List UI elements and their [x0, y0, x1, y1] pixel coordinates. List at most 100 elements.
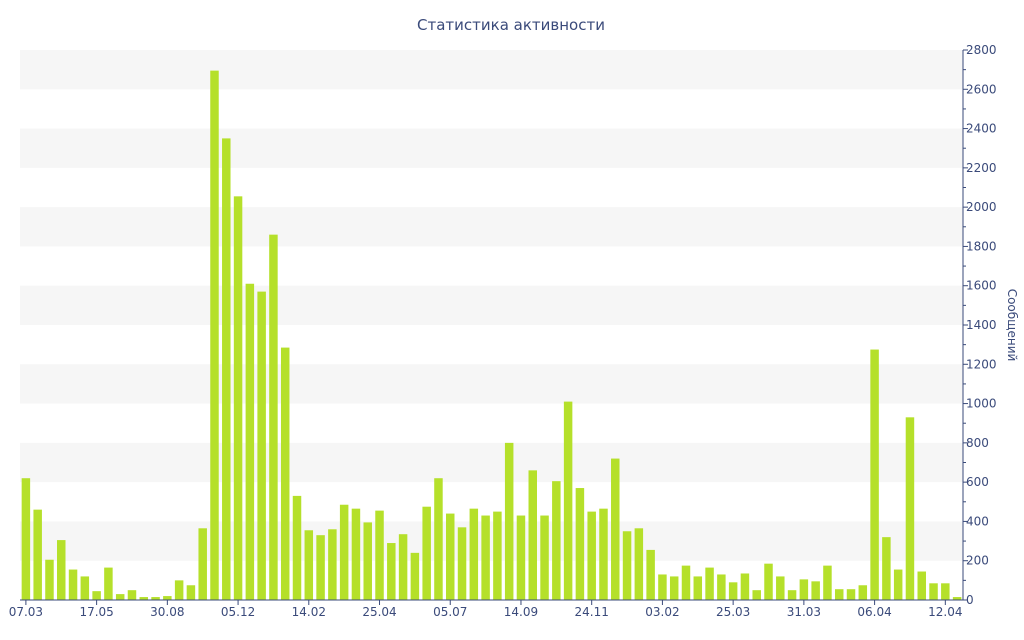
x-tick-label: 25.03 [716, 605, 750, 619]
bar [139, 597, 149, 600]
grid-band [20, 364, 963, 404]
bar [457, 527, 467, 600]
grid-bands [20, 50, 963, 561]
bar [846, 589, 856, 600]
bar [882, 537, 891, 600]
x-tick-label: 06.04 [857, 605, 891, 619]
x-tick-label: 17.05 [79, 605, 113, 619]
y-tick-label: 2400 [966, 122, 997, 136]
y-tick-label: 2200 [966, 161, 997, 175]
y-tick-label: 1400 [966, 318, 997, 332]
x-tick-label: 05.12 [221, 605, 255, 619]
bar [222, 138, 231, 600]
bar [398, 534, 408, 600]
bar [245, 283, 255, 600]
y-tick-label: 600 [966, 475, 989, 489]
bar [339, 504, 349, 600]
bar [728, 582, 738, 600]
bar [493, 511, 502, 600]
y-axis-label: Сообщений [1005, 289, 1019, 362]
bar [858, 585, 868, 600]
bar [316, 535, 325, 600]
bar [552, 481, 561, 600]
bar-series [21, 70, 962, 600]
y-tick-label: 1800 [966, 239, 997, 253]
x-tick-label: 14.09 [504, 605, 538, 619]
x-axis: 07.03 17.05 30.08 05.12 14.02 25.04 05.07 14.09… [9, 599, 963, 619]
bar [681, 565, 691, 600]
bar [646, 549, 655, 600]
bar [233, 196, 243, 600]
bar [92, 591, 101, 600]
bar [363, 522, 372, 600]
bar [905, 417, 915, 600]
bar [375, 510, 384, 600]
grid-band [20, 50, 963, 90]
bar [292, 495, 302, 600]
bar [163, 596, 172, 600]
x-tick-label: 03.02 [645, 605, 679, 619]
bar [174, 580, 184, 600]
bar [540, 515, 549, 600]
bar [469, 508, 479, 600]
bar [257, 291, 266, 600]
y-tick-label: 1200 [966, 357, 997, 371]
y-tick-label: 1600 [966, 279, 997, 293]
bar [422, 506, 431, 600]
grid-band [20, 521, 963, 561]
bar [104, 567, 113, 600]
grid-band [20, 128, 963, 168]
bar [151, 597, 160, 600]
x-tick-label: 31.03 [787, 605, 821, 619]
bar [280, 347, 290, 600]
bar [57, 540, 66, 600]
bar [787, 590, 797, 600]
x-tick-label: 05.07 [433, 605, 467, 619]
bar [446, 513, 455, 600]
bar [952, 597, 962, 600]
bar [764, 563, 773, 600]
bar [575, 488, 585, 600]
bar [823, 565, 832, 600]
bar [516, 515, 526, 600]
grid-band [20, 207, 963, 247]
y-axis: 0 200 400 600 800 1000 1200 1400 1600 1800 2000 220… [962, 43, 997, 607]
bar [776, 576, 785, 600]
bar [611, 458, 620, 600]
y-tick-label: 2000 [966, 200, 997, 214]
y-tick-label: 1000 [966, 397, 997, 411]
bar [481, 515, 490, 600]
bar [622, 531, 632, 600]
bar [587, 511, 596, 600]
bar [186, 585, 196, 600]
bar [929, 583, 938, 600]
bar [387, 543, 396, 600]
bar [693, 576, 703, 600]
bar [504, 442, 514, 600]
bar [33, 509, 42, 600]
bar [752, 590, 761, 600]
bar [799, 579, 809, 600]
y-tick-label: 0 [966, 593, 974, 607]
bar [127, 590, 137, 600]
x-tick-label: 07.03 [9, 605, 43, 619]
bar [269, 234, 278, 600]
bar [917, 571, 926, 600]
bar [434, 478, 443, 600]
y-tick-label: 2800 [966, 43, 997, 57]
bar [563, 401, 573, 600]
bar [410, 552, 420, 600]
bar [115, 594, 125, 600]
x-tick-label: 24.11 [575, 605, 609, 619]
bar [68, 569, 78, 600]
bar [328, 529, 337, 600]
y-tick-label: 2600 [966, 82, 997, 96]
bar [634, 528, 644, 600]
bar [705, 567, 714, 600]
bar [717, 574, 726, 600]
bar [893, 569, 903, 600]
x-tick-label: 25.04 [362, 605, 396, 619]
chart-title: Статистика активности [417, 16, 605, 34]
bar [834, 589, 844, 600]
